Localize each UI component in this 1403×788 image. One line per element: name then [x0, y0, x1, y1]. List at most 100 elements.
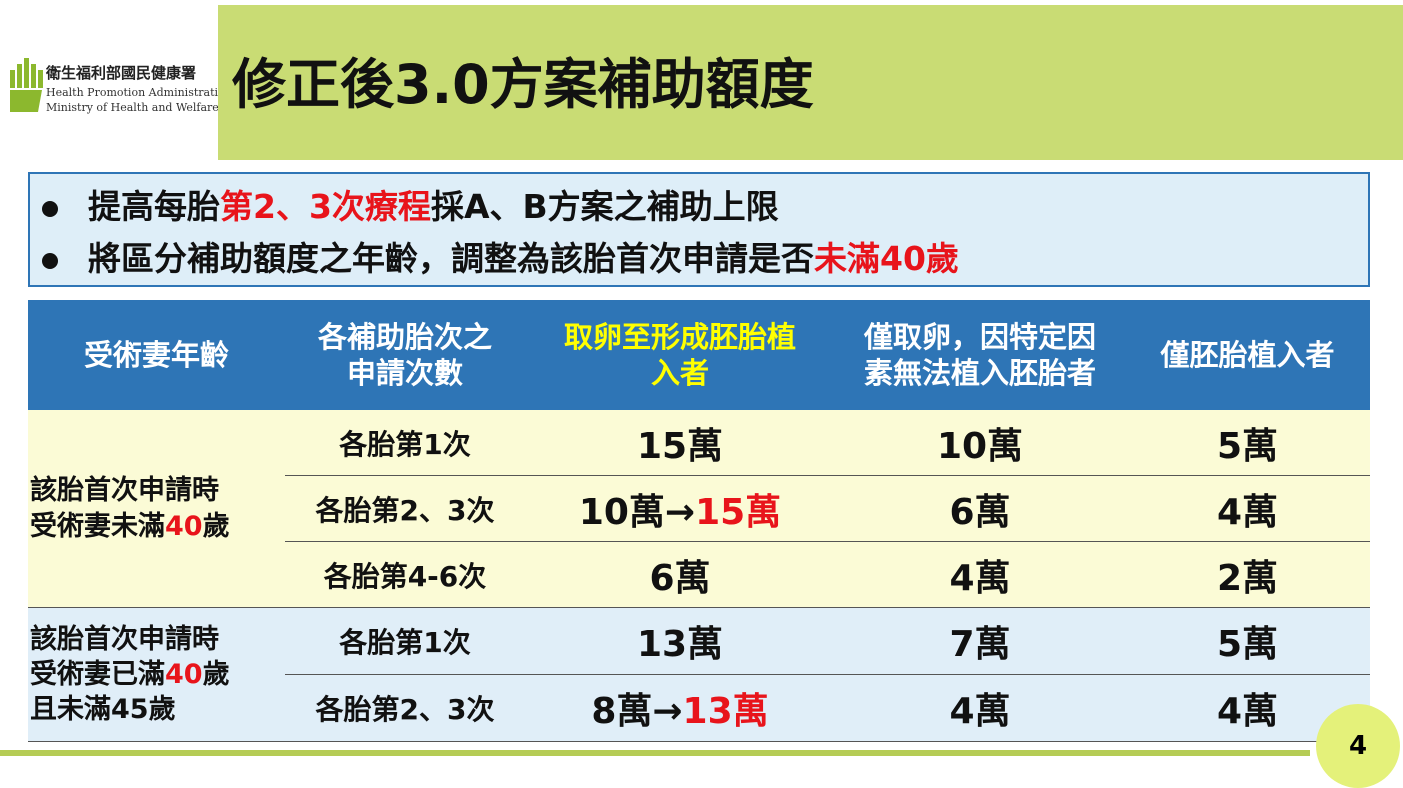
label-line: 且未滿45歲	[30, 692, 176, 727]
text-part: 40	[165, 658, 203, 690]
org-name: 衛生福利部國民健康署	[46, 64, 197, 82]
header-line: 申請次數	[346, 356, 463, 390]
cell-text: 4萬	[949, 549, 1010, 601]
text-part: 該胎首次申請時	[30, 623, 219, 655]
cell-text: 15萬	[637, 417, 723, 469]
table-cell: 5萬	[1125, 410, 1370, 476]
text-part: 8萬→	[591, 691, 683, 732]
text-part: 且未滿45歲	[30, 694, 176, 726]
text-part: 各胎第1次	[339, 626, 471, 659]
text-part: 各胎第2、3次	[315, 693, 495, 726]
text-part: 受術妻未滿	[30, 510, 165, 542]
text-part: 該胎首次申請時	[30, 475, 219, 507]
text-part: 各胎第4-6次	[323, 559, 487, 593]
cell-text: 8萬→13萬	[591, 682, 768, 734]
table-cell: 各胎第1次	[285, 410, 525, 476]
text-part: 13萬	[682, 691, 769, 732]
header-cell: 受術妻年齡	[28, 300, 285, 410]
text-part: 受術妻已滿	[30, 658, 165, 690]
text-part: 4萬	[1216, 691, 1279, 732]
cell-text: 6萬	[649, 549, 710, 601]
header-line: 取卵至形成胚胎植	[563, 319, 796, 354]
text-part: 10萬	[936, 425, 1024, 467]
cell-text: 2萬	[1217, 549, 1278, 601]
table-cell: 4萬	[835, 675, 1125, 742]
table-cell: 各胎第1次	[285, 608, 525, 675]
text-part: 40	[165, 510, 203, 542]
table-cell: 各胎第4-6次	[285, 542, 525, 608]
text-part: 採A、B方案之補助上限	[430, 187, 779, 226]
table-cell: 2萬	[1125, 542, 1370, 608]
org-name-en: Health Promotion Administration,	[46, 86, 236, 99]
table-cell: 各胎第2、3次	[285, 476, 525, 542]
text-part: 2萬	[1216, 557, 1279, 599]
table-cell: 10萬→15萬	[525, 476, 835, 542]
text-part: 6萬	[949, 491, 1011, 533]
text-part: 4萬	[1216, 491, 1279, 533]
table-cell: 8萬→13萬	[525, 675, 835, 742]
text-part: 4萬	[949, 691, 1011, 732]
text-part: 4萬	[949, 557, 1011, 599]
table-cell: 6萬	[525, 542, 835, 608]
table-cell: 6萬	[835, 476, 1125, 542]
text-part: 各胎第2、3次	[315, 493, 495, 527]
table-cell: 7萬	[835, 608, 1125, 675]
cell-text: 4萬	[1217, 682, 1278, 734]
text-part: 各胎第1次	[339, 427, 471, 461]
group-label: 該胎首次申請時 受術妻未滿40歲	[28, 410, 285, 608]
cell-text: 6萬	[949, 483, 1010, 535]
cell-text: 各胎第1次	[339, 423, 470, 463]
text-part: 15萬	[636, 425, 724, 467]
table-cell: 5萬	[1125, 608, 1370, 675]
title: 修正後3.0方案補助額度	[232, 53, 814, 116]
header-line: 僅胚胎植入者	[1160, 337, 1335, 372]
table-cell: 各胎第2、3次	[285, 675, 525, 742]
text-part: 第2、3次療程	[220, 187, 431, 226]
text-part: 將區分補助額度之年齡，調整為該胎首次申請是否	[88, 239, 814, 278]
cell-text: 7萬	[949, 615, 1010, 667]
table-cell: 13萬	[525, 608, 835, 675]
cell-text: 5萬	[1217, 417, 1278, 469]
table-cell: 4萬	[1125, 476, 1370, 542]
bullet-box: 提高每胎第2、3次療程採A、B方案之補助上限 將區分補助額度之年齡，調整為該胎首次…	[28, 172, 1370, 287]
text-part: 歲	[202, 510, 230, 542]
cell-text: 4萬	[1217, 483, 1278, 535]
page-number: 4	[1316, 704, 1400, 788]
cell-text: 各胎第2、3次	[316, 688, 495, 728]
org-name-en: Ministry of Health and Welfare	[46, 101, 219, 114]
text-part: 13萬	[636, 624, 724, 665]
cell-text: 10萬	[937, 417, 1023, 469]
header-line: 各補助胎次之	[317, 319, 492, 354]
bullet: 將區分補助額度之年齡，調整為該胎首次申請是否未滿40歲	[42, 232, 959, 280]
table-cell: 10萬	[835, 410, 1125, 476]
text-part: 未滿40歲	[814, 239, 959, 278]
header-line: 僅取卵，因特定因	[863, 319, 1096, 354]
bullet-dot	[42, 200, 58, 217]
cell-text: 各胎第1次	[339, 621, 470, 661]
label-line: 該胎首次申請時	[30, 622, 219, 657]
label-line: 受術妻已滿40歲	[30, 657, 230, 692]
header-cell: 各補助胎次之 申請次數	[285, 300, 525, 410]
text-part: 10萬→	[578, 491, 696, 533]
header-cell: 僅胚胎植入者	[1125, 300, 1370, 410]
text-part: 7萬	[949, 624, 1011, 665]
label-line: 該胎首次申請時	[30, 473, 219, 508]
table-cell: 4萬	[835, 542, 1125, 608]
cell-text: 各胎第2、3次	[316, 489, 495, 529]
text-part: 6萬	[649, 557, 711, 599]
header-cell: 僅取卵，因特定因 素無法植入胚胎者	[835, 300, 1125, 410]
title-bar	[218, 5, 1403, 160]
table-cell: 15萬	[525, 410, 835, 476]
bullet: 提高每胎第2、3次療程採A、B方案之補助上限	[42, 180, 779, 228]
logo-icon	[10, 58, 43, 112]
bullet-dot	[42, 252, 58, 269]
text-part: 5萬	[1216, 425, 1279, 467]
cell-text: 4萬	[949, 682, 1010, 734]
group-label: 該胎首次申請時 受術妻已滿40歲 且未滿45歲	[28, 608, 285, 742]
text-part: 歲	[202, 658, 230, 690]
header-line: 入者	[650, 356, 709, 390]
text-part: 5萬	[1216, 624, 1279, 665]
cell-text: 13萬	[637, 615, 723, 667]
footer-line	[0, 750, 1310, 756]
